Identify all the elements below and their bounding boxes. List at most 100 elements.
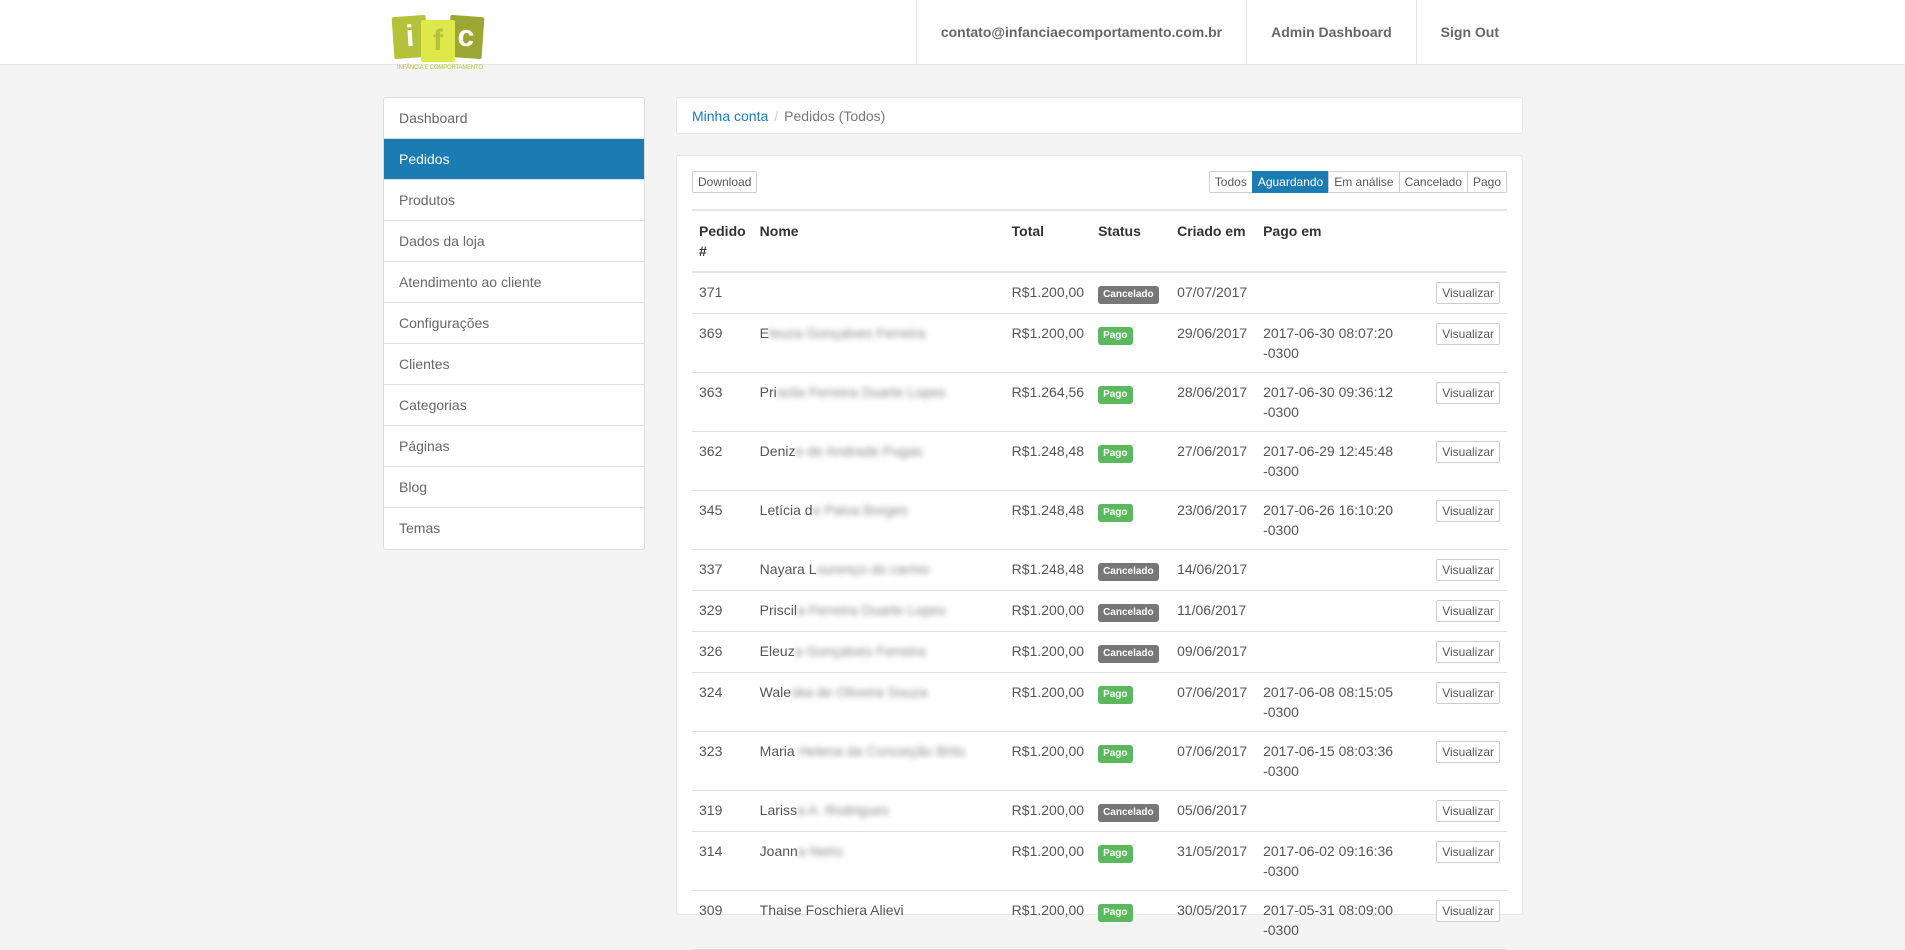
view-order-button[interactable]: Visualizar (1436, 559, 1500, 581)
created-date: 07/07/2017 (1170, 272, 1257, 314)
created-date: 28/06/2017 (1170, 372, 1257, 432)
view-order-button[interactable]: Visualizar (1436, 841, 1500, 863)
created-date: 09/06/2017 (1170, 631, 1257, 673)
view-order-button[interactable]: Visualizar (1436, 500, 1500, 522)
filter-em-analise[interactable]: Em análise (1328, 171, 1400, 193)
status-cell: Pago (1091, 890, 1171, 950)
sidebar-item-dashboard[interactable]: Dashboard (384, 98, 644, 139)
sidebar-item-categorias[interactable]: Categorias (384, 385, 644, 426)
status-cell: Cancelado (1091, 590, 1171, 632)
customer-name: Thaise Foschiera Alievi (752, 890, 1005, 950)
view-order-button[interactable]: Visualizar (1436, 682, 1500, 704)
status-badge: Pago (1098, 686, 1133, 704)
view-order-button[interactable]: Visualizar (1436, 441, 1500, 463)
view-order-button[interactable]: Visualizar (1436, 800, 1500, 822)
order-id: 337 (692, 549, 753, 591)
paid-timezone: -0300 (1263, 463, 1299, 479)
filter-todos[interactable]: Todos (1208, 171, 1253, 193)
status-cell: Cancelado (1091, 272, 1171, 314)
view-order-button[interactable]: Visualizar (1436, 282, 1500, 304)
logo-letter: f (421, 20, 455, 62)
sidebar-item-produtos[interactable]: Produtos (384, 180, 644, 221)
paid-timezone: -0300 (1263, 522, 1299, 538)
status-badge: Pago (1098, 327, 1133, 345)
sidebar-item-blog[interactable]: Blog (384, 467, 644, 508)
orders-table: Pedido # Nome Total Status Criado em Pag… (692, 209, 1507, 950)
name-redacted: leuza Gonçalves Ferreira (769, 325, 926, 341)
actions-cell: Visualizar (1406, 731, 1507, 791)
order-id: 323 (692, 731, 753, 791)
name-visible: Maria (759, 743, 795, 759)
actions-cell: Visualizar (1406, 372, 1507, 432)
customer-name (752, 272, 1005, 314)
customer-name: Maria Helena da Conceição Brito (752, 731, 1005, 791)
status-badge: Cancelado (1098, 604, 1159, 622)
breadcrumb-minha-conta[interactable]: Minha conta (692, 108, 769, 124)
table-row: 314 Joanna Neiro R$1.200,00 Pago 31/05/2… (692, 831, 1507, 891)
status-badge: Pago (1098, 445, 1133, 463)
sidebar-menu: Dashboard Pedidos Produtos Dados da loja Ate… (383, 97, 645, 550)
table-row: 323 Maria Helena da Conceição Brito R$1.… (692, 731, 1507, 791)
view-order-button[interactable]: Visualizar (1436, 900, 1500, 922)
view-order-button[interactable]: Visualizar (1436, 741, 1500, 763)
name-visible: E (759, 325, 770, 341)
sidebar-item-paginas[interactable]: Páginas (384, 426, 644, 467)
filter-cancelado[interactable]: Cancelado (1398, 171, 1468, 193)
contact-email-link[interactable]: contato@infanciaecomportamento.com.br (915, 0, 1246, 65)
paid-timezone: -0300 (1263, 922, 1299, 938)
order-id: 319 (692, 790, 753, 832)
status-cell: Pago (1091, 672, 1171, 732)
sidebar-item-clientes[interactable]: Clientes (384, 344, 644, 385)
breadcrumb-current: Pedidos (Todos) (784, 108, 886, 124)
order-id: 369 (692, 313, 753, 373)
view-order-button[interactable]: Visualizar (1436, 323, 1500, 345)
created-date: 07/06/2017 (1170, 731, 1257, 791)
sidebar-item-configuracoes[interactable]: Configurações (384, 303, 644, 344)
paid-datetime: 2017-06-30 08:07:20 (1263, 325, 1394, 341)
paid-datetime: 2017-06-02 09:16:36 (1263, 843, 1394, 859)
customer-name: Priscila Ferreira Duarte Lopes (752, 372, 1005, 432)
name-visible: Letícia d (759, 502, 813, 518)
status-badge: Pago (1098, 504, 1133, 522)
view-order-button[interactable]: Visualizar (1436, 641, 1500, 663)
view-order-button[interactable]: Visualizar (1436, 382, 1500, 404)
name-visible: Wale (759, 684, 792, 700)
download-button[interactable]: Download (692, 171, 758, 193)
order-id: 345 (692, 490, 753, 550)
ifc-logo[interactable]: i f c INFÂNCIA E COMPORTAMENTO (391, 14, 503, 76)
sidebar-item-pedidos[interactable]: Pedidos (384, 139, 644, 180)
name-visible: Lariss (759, 802, 798, 818)
name-redacted: ska de Oliveira Souza (791, 684, 928, 700)
order-id: 362 (692, 431, 753, 491)
admin-dashboard-link[interactable]: Admin Dashboard (1246, 0, 1416, 65)
breadcrumb: Minha conta / Pedidos (Todos) (676, 97, 1523, 134)
col-criado: Criado em (1170, 209, 1257, 273)
customer-name: Letícia de Paiva Borges (752, 490, 1005, 550)
view-order-button[interactable]: Visualizar (1436, 600, 1500, 622)
paid-timezone: -0300 (1263, 863, 1299, 879)
order-total: R$1.248,48 (1004, 490, 1092, 550)
sign-out-link[interactable]: Sign Out (1415, 0, 1523, 65)
paid-date: 2017-06-15 08:03:36 -0300 (1256, 731, 1407, 791)
created-date: 23/06/2017 (1170, 490, 1257, 550)
name-visible: Priscil (759, 602, 798, 618)
name-redacted: ourenço do carmo (816, 561, 930, 577)
actions-cell: Visualizar (1406, 549, 1507, 591)
actions-cell: Visualizar (1406, 313, 1507, 373)
order-total: R$1.200,00 (1004, 590, 1092, 632)
table-row: 309 Thaise Foschiera Alievi R$1.200,00 P… (692, 890, 1507, 950)
paid-date (1256, 590, 1407, 632)
filter-pago[interactable]: Pago (1466, 171, 1507, 193)
table-row: 369 Eleuza Gonçalves Ferreira R$1.200,00… (692, 313, 1507, 373)
order-id: 324 (692, 672, 753, 732)
order-total: R$1.200,00 (1004, 790, 1092, 832)
sidebar-item-temas[interactable]: Temas (399, 520, 441, 536)
created-date: 27/06/2017 (1170, 431, 1257, 491)
filter-aguardando[interactable]: Aguardando (1251, 171, 1330, 193)
sidebar-item-dados-da-loja[interactable]: Dados da loja (384, 221, 644, 262)
customer-name: Priscila Ferreira Duarte Lopes (752, 590, 1005, 632)
status-badge: Cancelado (1098, 563, 1159, 581)
created-date: 30/05/2017 (1170, 890, 1257, 950)
status-cell: Pago (1091, 490, 1171, 550)
sidebar-item-atendimento-ao-cliente[interactable]: Atendimento ao cliente (384, 262, 644, 303)
